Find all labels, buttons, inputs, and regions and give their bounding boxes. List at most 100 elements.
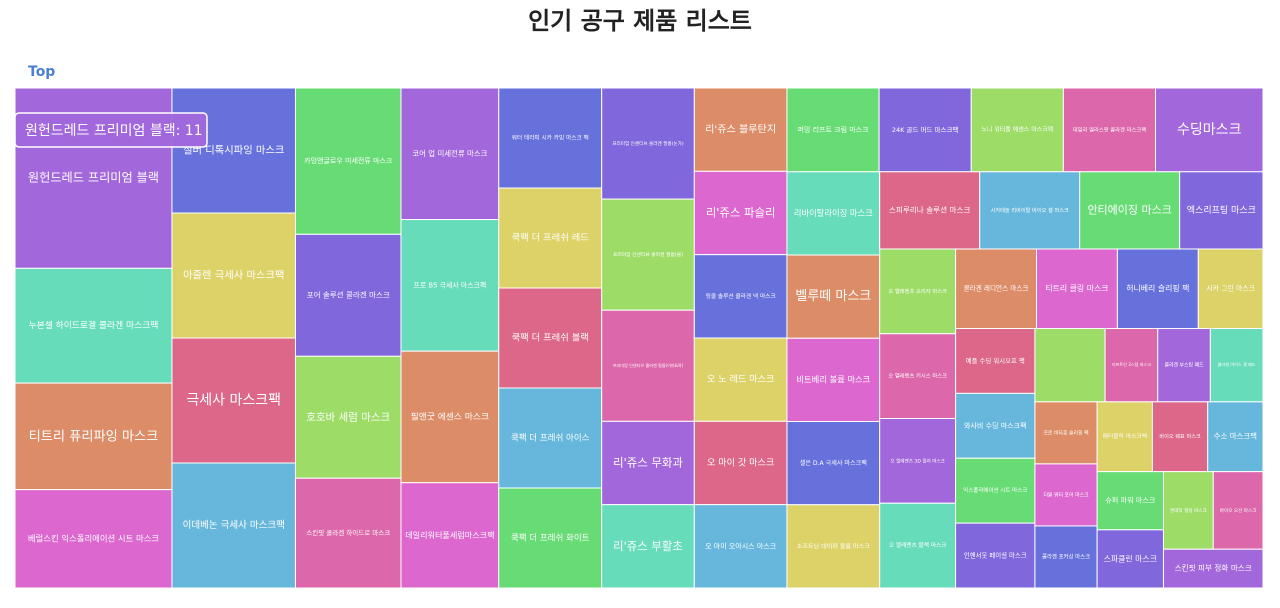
treemap-cell[interactable] <box>1207 401 1264 473</box>
treemap-cell[interactable] <box>1034 525 1098 589</box>
cell-label: 실버 디톡시파잉 마스크 <box>183 145 284 157</box>
treemap-cell[interactable] <box>955 248 1037 330</box>
treemap-cell[interactable] <box>294 477 402 589</box>
treemap-cell[interactable] <box>693 420 788 506</box>
treemap-cell[interactable] <box>498 187 603 289</box>
cell-label: 프리미엄 인센티브 콜라겐 필름(볼) <box>613 251 683 258</box>
treemap-cell[interactable] <box>786 421 881 506</box>
treemap-cell[interactable] <box>1034 401 1098 465</box>
treemap-cell[interactable] <box>1212 471 1264 550</box>
cell-label: 리'쥬스 블루탄지 <box>705 124 776 136</box>
cell-label: 스파클린 마스크 <box>1104 553 1157 563</box>
treemap-cell[interactable] <box>1034 328 1106 403</box>
cell-label: 슈퍼 파워 마스크 <box>1105 496 1156 505</box>
cell-label: 리'쥬스 부활초 <box>613 539 683 553</box>
treemap-cell[interactable] <box>1096 529 1164 589</box>
treemap-cell[interactable] <box>955 392 1036 459</box>
cell-label: 콜라겐 부스팅 패드 <box>1164 362 1204 369</box>
treemap-cell[interactable] <box>1104 328 1159 403</box>
treemap-cell[interactable] <box>878 87 972 173</box>
treemap-cell[interactable] <box>693 170 788 256</box>
treemap-cell[interactable] <box>879 171 981 250</box>
treemap-cell[interactable] <box>693 504 788 589</box>
treemap-cell[interactable] <box>601 87 695 200</box>
treemap-cell[interactable] <box>979 171 1081 250</box>
treemap-cell[interactable] <box>1096 401 1153 473</box>
cell-label: 시카 그린 마스크 <box>1206 284 1255 293</box>
cell-label: 쿡팩 더 프레쉬 화이트 <box>511 533 590 544</box>
cell-label: 벨루떼 마스크 <box>795 289 871 304</box>
cell-label: 오 엘레멘츠 오리자 마스크 <box>888 287 947 295</box>
cell-label: 링클 솔루션 콜라겐 넥 마스크 <box>706 292 776 300</box>
treemap-cell[interactable] <box>1034 463 1098 527</box>
cell-label: 오 엘레멘츠 블랙 마스크 <box>889 541 947 549</box>
cell-label: 워터 테라피 시카 카밍 마스크 팩 <box>512 134 589 142</box>
cell-label: 원헌드레드 프리미엄 블랙 <box>28 171 159 185</box>
cell-label: 허니베리 슬리핑 팩 <box>1126 283 1189 293</box>
cell-label: 스킨핏 콜라겐 하이드로 마스크 <box>306 528 390 537</box>
treemap-cell[interactable] <box>294 87 402 235</box>
cell-label: 오 엘레멘츠 키시스 마스크 <box>888 372 947 380</box>
treemap-cell[interactable] <box>14 267 173 384</box>
treemap-cell[interactable] <box>171 337 296 464</box>
cell-label: 콜라겐 레디언스 마스크 <box>964 284 1029 293</box>
cell-label: 오 엘레멘츠 3D 필러 마스크 <box>890 457 945 464</box>
treemap-cell[interactable] <box>601 504 695 589</box>
treemap-cell[interactable] <box>14 489 173 589</box>
treemap-cell[interactable] <box>400 219 500 352</box>
treemap-cell[interactable] <box>693 87 788 172</box>
cell-label: 에터블릭 마스크팩 <box>1103 432 1148 440</box>
treemap-cell[interactable] <box>786 171 881 256</box>
cell-label: 스피루리나 솔루션 마스크 <box>889 204 971 214</box>
treemap-cell[interactable] <box>786 254 881 339</box>
cell-label: 수딩마스크 <box>1177 122 1242 138</box>
cell-label: 오 마이 갓 마스크 <box>707 458 774 469</box>
treemap-cell[interactable] <box>1162 548 1264 589</box>
treemap-cell[interactable] <box>171 462 296 589</box>
treemap-cell[interactable] <box>400 87 500 221</box>
cell-label: 바이오 웨표 마스크 <box>1159 432 1201 440</box>
cell-label: 콜라겐 포커싱 마스크 <box>1042 552 1090 560</box>
treemap-cell[interactable] <box>400 350 500 484</box>
treemap-cell[interactable] <box>601 309 695 422</box>
cell-label: 티트리 클링 마스크 <box>1045 283 1108 293</box>
treemap-cell[interactable] <box>1209 328 1264 403</box>
treemap-cell[interactable] <box>879 333 957 419</box>
treemap-cell[interactable] <box>498 487 603 589</box>
treemap-cell[interactable] <box>1062 87 1157 173</box>
cell-label: 극세사 마스크팩 <box>186 393 281 409</box>
cell-label: 엔데믹 힐링 마스크 <box>1170 507 1207 514</box>
treemap-cell[interactable] <box>1035 248 1118 330</box>
treemap-cell[interactable] <box>294 355 402 479</box>
cell-label: 쿡팩 더 프레쉬 레드 <box>512 233 590 244</box>
treemap-cell[interactable] <box>786 87 880 173</box>
treemap-cell[interactable] <box>879 502 957 589</box>
treemap-cell[interactable] <box>601 420 695 506</box>
breadcrumb[interactable]: Top <box>28 64 55 80</box>
treemap-cell[interactable] <box>955 328 1036 394</box>
cell-label: 엑스리프팅 마스크 <box>1187 204 1256 216</box>
cell-label: 소프트닝 데이퍼 볼륨 마스크 <box>797 542 870 550</box>
treemap-cell[interactable] <box>1179 171 1264 250</box>
treemap-cell[interactable] <box>14 382 173 491</box>
treemap-cell[interactable] <box>1155 87 1264 173</box>
treemap-cell[interactable] <box>498 287 603 389</box>
treemap-cell[interactable] <box>970 87 1064 173</box>
cell-label: 프리미엄 인센티브 콜라겐 필름(눈가) <box>612 140 684 147</box>
treemap-cell[interactable] <box>786 504 881 589</box>
chart-title: 인기 공구 제품 리스트 <box>528 7 752 35</box>
treemap-cell[interactable] <box>171 212 296 339</box>
cell-label: 시카테놀 리바이탈 바이오 셀 마스크 <box>991 206 1069 214</box>
treemap-cell[interactable] <box>1116 248 1199 330</box>
cell-label: 쿡팩 더 프레쉬 아이스 <box>511 433 590 444</box>
treemap-cell[interactable] <box>693 254 788 339</box>
treemap-cell[interactable] <box>171 87 296 214</box>
cell-label: 호호바 세럼 마스크 <box>306 410 390 423</box>
tooltip-text: 원헌드레드 프리미엄 블랙: 11 <box>25 123 203 139</box>
treemap-cell[interactable] <box>955 522 1036 589</box>
cell-label: 더블 워터 포어 마스크 <box>1043 491 1089 498</box>
cell-label: 스킨핏 피부 정화 마스크 <box>1175 563 1252 573</box>
treemap-cell[interactable] <box>1197 248 1264 330</box>
